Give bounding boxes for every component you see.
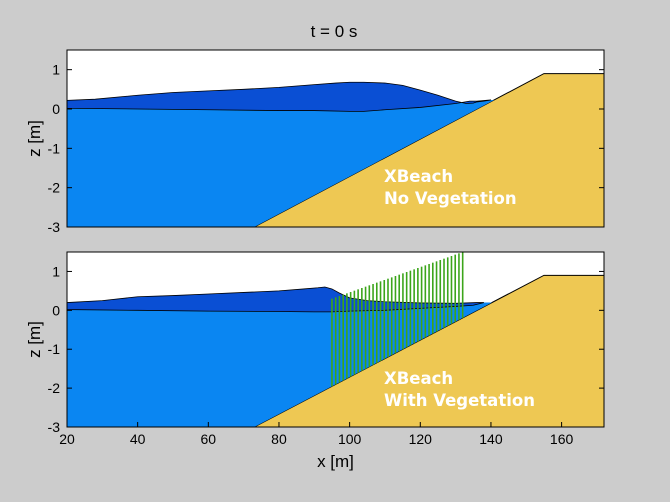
water-surface-layer (66, 286, 484, 313)
y-tick-label: -3 (48, 219, 61, 235)
y-axis-label: z [m] (25, 321, 44, 358)
y-tick-label: 1 (52, 263, 60, 279)
y-tick-label: -1 (48, 341, 61, 357)
plot-frame (66, 49, 605, 228)
chart-title: t = 0 s (311, 22, 358, 41)
y-axis-label: z [m] (25, 120, 44, 157)
water-body (67, 82, 495, 228)
x-axis-label: x [m] (317, 452, 354, 471)
y-ticks: 1 0 -1 -2 -3 (48, 263, 604, 435)
plot-frame (66, 251, 605, 428)
y-tick-label: 0 (52, 302, 60, 318)
annotation-case: No Vegetation (384, 189, 517, 208)
x-ticks: 20 40 60 80 100 120 140 160 (59, 422, 573, 447)
x-tick-label: 20 (59, 431, 75, 447)
x-tick-label: 60 (201, 431, 217, 447)
annotation-model: XBeach (384, 369, 453, 388)
x-tick-label: 100 (338, 431, 362, 447)
y-tick-label: -2 (48, 380, 61, 396)
y-tick-label: -2 (48, 180, 61, 196)
y-tick-label: -1 (48, 140, 61, 156)
top-panel-no-vegetation: 1 0 -1 -2 -3 z [m] XBeach No Vegetation (25, 49, 605, 235)
water-surface-layer (66, 81, 492, 112)
y-tick-label: -3 (48, 419, 61, 435)
annotation-case: With Vegetation (384, 391, 535, 410)
bottom-panel-with-vegetation: 1 0 -1 -2 -3 20 40 60 80 100 120 140 160 z [m] x [m… (25, 251, 605, 471)
vegetation-stems (331, 252, 464, 387)
x-tick-label: 160 (550, 431, 574, 447)
x-tick-label: 80 (271, 431, 287, 447)
water-body (67, 287, 492, 427)
x-tick-label: 40 (130, 431, 146, 447)
y-tick-label: 0 (52, 101, 60, 117)
x-tick-label: 140 (479, 431, 503, 447)
annotation-model: XBeach (384, 167, 453, 186)
y-ticks: 1 0 -1 -2 -3 (48, 62, 604, 235)
x-tick-label: 120 (409, 431, 433, 447)
y-tick-label: 1 (52, 62, 60, 78)
